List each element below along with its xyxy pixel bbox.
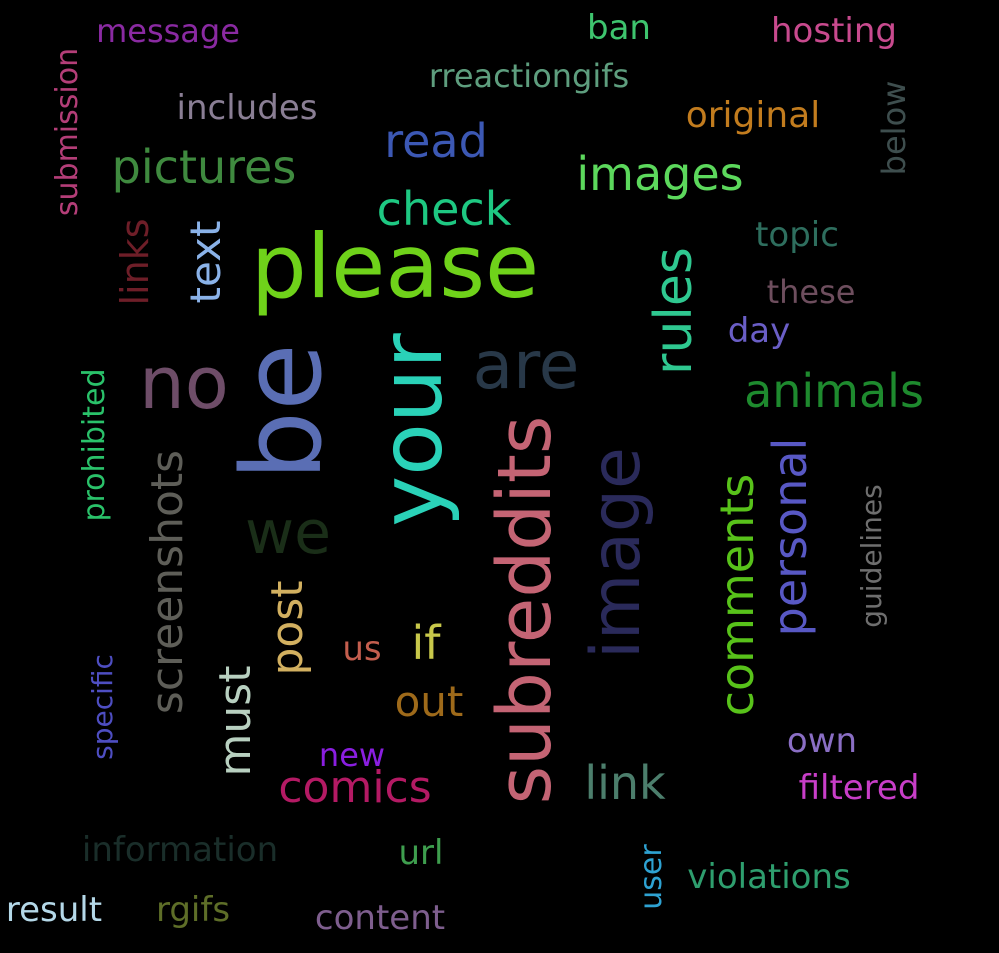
word-text: text xyxy=(181,220,230,304)
word-if: if xyxy=(411,616,441,670)
word-own: own xyxy=(786,721,858,761)
word-animals: animals xyxy=(744,364,924,418)
word-submission: submission xyxy=(50,47,85,217)
word-are: are xyxy=(472,327,580,404)
word-user: user xyxy=(634,844,669,910)
word-topic: topic xyxy=(755,215,839,255)
word-be: be xyxy=(218,343,346,481)
word-result: result xyxy=(5,890,103,930)
word-subreddits: subreddits xyxy=(482,415,568,805)
word-images: images xyxy=(576,147,744,201)
word-screenshots: screenshots xyxy=(142,449,193,715)
word-violations: violations xyxy=(687,857,851,897)
word-personal: personal xyxy=(763,437,817,637)
word-includes: includes xyxy=(176,88,318,128)
word-image: image xyxy=(577,447,656,659)
word-rgifs: rgifs xyxy=(155,890,231,930)
word-day: day xyxy=(727,311,791,351)
word-these: these xyxy=(766,273,856,311)
word-prohibited: prohibited xyxy=(77,368,112,522)
word-specific: specific xyxy=(86,654,119,760)
word-read: read xyxy=(384,114,488,168)
word-your: your xyxy=(362,333,462,527)
word-us: us xyxy=(342,629,382,669)
word-rreactiongifs: rreactiongifs xyxy=(428,57,630,95)
word-filtered: filtered xyxy=(798,768,920,808)
word-links: links xyxy=(113,218,157,306)
word-below: below xyxy=(875,80,913,176)
word-new: new xyxy=(318,736,386,774)
word-information: information xyxy=(81,830,279,870)
word-out: out xyxy=(394,677,464,726)
word-hosting: hosting xyxy=(771,11,897,51)
word-check: check xyxy=(376,182,512,236)
word-content: content xyxy=(314,898,446,938)
word-rules: rules xyxy=(644,247,704,375)
word-must: must xyxy=(210,665,261,777)
word-guidelines: guidelines xyxy=(855,484,888,628)
word-we: we xyxy=(245,498,331,568)
word-pictures: pictures xyxy=(111,140,297,194)
word-comics: comics xyxy=(278,762,432,813)
word-no: no xyxy=(139,341,229,425)
word-message: message xyxy=(96,12,240,50)
word-please: please xyxy=(250,215,540,318)
word-original: original xyxy=(685,95,821,136)
word-ban: ban xyxy=(587,8,651,48)
word-comments: comments xyxy=(710,473,764,717)
word-url: url xyxy=(398,833,444,873)
word-post: post xyxy=(262,580,313,676)
word-link: link xyxy=(584,756,666,810)
